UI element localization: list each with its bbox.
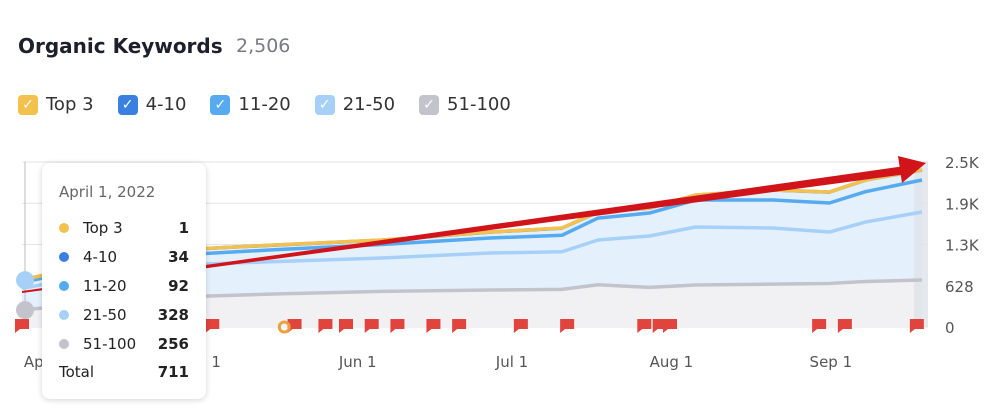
event-flag-icon <box>560 319 575 333</box>
event-flag-icon <box>663 319 677 333</box>
legend-21-50[interactable]: ✓ 21-50 <box>314 94 395 115</box>
legend-top3[interactable]: ✓ Top 3 <box>18 94 94 115</box>
checkbox-icon[interactable]: ✓ <box>117 94 138 115</box>
tooltip-row-21-50: 21-50 328 <box>59 306 189 324</box>
event-flag-icon <box>637 319 652 333</box>
y-tick-label: 1.3K <box>945 237 980 255</box>
legend-51-100[interactable]: ✓ 51-100 <box>419 94 511 115</box>
dot-icon <box>59 223 69 233</box>
event-flag-icon <box>364 319 379 333</box>
trend-arrow-head-icon <box>898 156 926 183</box>
y-tick-label: 2.5K <box>945 154 980 172</box>
dot-icon <box>59 281 69 291</box>
event-flag-icon <box>339 319 353 333</box>
x-tick-label: Sep 1 <box>810 353 853 371</box>
event-flag-icon <box>426 319 441 333</box>
event-flag-icon <box>452 319 467 333</box>
legend-11-20[interactable]: ✓ 11-20 <box>210 94 291 115</box>
dot-icon <box>59 252 69 262</box>
keyword-count: 2,506 <box>236 35 291 57</box>
area-fill-51-100 <box>22 280 922 327</box>
checkbox-icon[interactable]: ✓ <box>419 94 440 115</box>
page-title: Organic Keywords <box>18 34 223 58</box>
tooltip-row-51-100: 51-100 256 <box>59 335 189 353</box>
y-tick-label: 1.9K <box>945 195 980 213</box>
event-flag-icon <box>390 319 405 333</box>
dot-icon <box>59 310 69 320</box>
checkbox-icon[interactable]: ✓ <box>210 94 231 115</box>
event-flag-icon <box>909 319 924 333</box>
legend-4-10[interactable]: ✓ 4-10 <box>117 94 186 115</box>
hover-point <box>16 301 34 320</box>
event-flag-icon <box>837 319 852 333</box>
event-flag-icon <box>15 319 29 333</box>
tooltip-row-4-10: 4-10 34 <box>59 248 189 266</box>
x-tick-label: Jun 1 <box>338 353 377 371</box>
trend-arrow <box>22 166 907 293</box>
google-update-icon <box>277 320 291 334</box>
tooltip-date: April 1, 2022 <box>59 183 156 201</box>
checkbox-icon[interactable]: ✓ <box>18 94 38 115</box>
y-tick-label: 628 <box>945 278 974 296</box>
checkbox-icon[interactable]: ✓ <box>314 94 335 115</box>
event-flag-icon <box>205 319 220 333</box>
event-flag-icon <box>513 319 528 333</box>
hover-band <box>914 162 928 327</box>
event-flag-icon <box>812 319 827 333</box>
tooltip-total: Total 711 <box>59 363 189 381</box>
dot-icon <box>59 339 69 349</box>
event-flag-icon <box>287 319 302 333</box>
y-tick-label: 0 <box>945 319 955 337</box>
tooltip-row-11-20: 11-20 92 <box>59 277 189 295</box>
x-tick-label: Aug 1 <box>650 353 694 371</box>
legend: ✓ Top 3 ✓ 4-10 ✓ 11-20 ✓ 21-50 ✓ 51-100 <box>18 94 535 115</box>
event-flag-icon <box>318 319 333 333</box>
hover-point <box>16 271 34 290</box>
x-tick-label: Jul 1 <box>495 353 528 371</box>
